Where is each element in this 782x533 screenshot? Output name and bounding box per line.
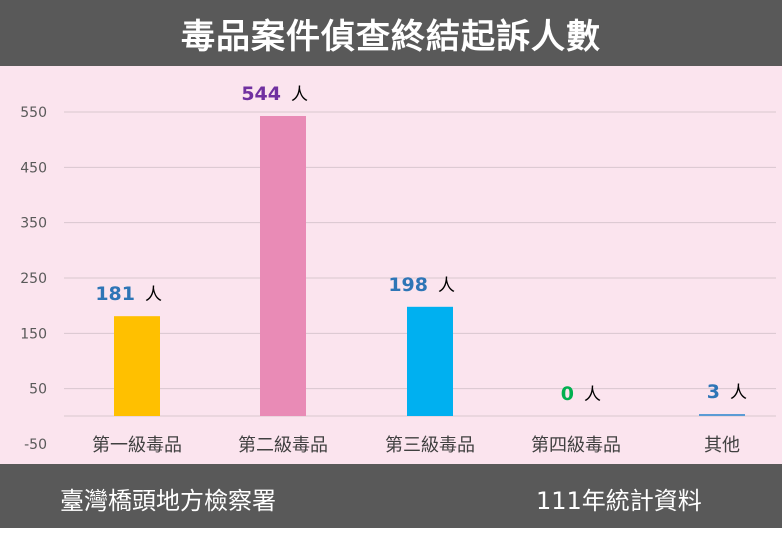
data-label-value: 544	[241, 83, 281, 105]
data-label-unit: 人	[145, 285, 162, 305]
y-tick-label: 550	[20, 105, 47, 121]
data-label-value: 198	[388, 274, 428, 296]
data-label-unit: 人	[438, 276, 455, 296]
y-axis-ticks: -50 50 150 250 350 450 550	[20, 105, 47, 453]
y-tick-label: 150	[20, 326, 47, 342]
data-label-value: 3	[707, 381, 720, 403]
y-tick-label: 350	[20, 216, 47, 232]
y-tick-label: 50	[29, 382, 47, 398]
data-label-value: 181	[95, 283, 135, 305]
source-banner: 臺灣橋頭地方檢察署 111年統計資料	[0, 464, 782, 528]
bar	[114, 316, 160, 416]
statistics-year-note: 111年統計資料	[536, 487, 702, 515]
bars	[114, 116, 745, 416]
bar	[699, 414, 745, 416]
x-axis-ticks: 第一級毒品 第二級毒品 第三級毒品 第四級毒品 其他	[92, 435, 740, 456]
data-label-value: 0	[561, 383, 574, 405]
bar	[407, 306, 453, 416]
data-label-unit: 人	[730, 383, 747, 403]
data-label-unit: 人	[291, 85, 308, 105]
x-tick-label: 第一級毒品	[92, 435, 182, 456]
x-tick-label: 第二級毒品	[238, 435, 328, 456]
y-tick-label: 250	[20, 271, 47, 287]
x-tick-label: 第四級毒品	[531, 435, 621, 456]
source-agency: 臺灣橋頭地方檢察署	[60, 487, 276, 515]
grid-lines	[64, 111, 776, 417]
data-label-unit: 人	[584, 385, 601, 405]
x-tick-label: 其他	[704, 435, 740, 456]
y-tick-label: 450	[20, 160, 47, 176]
y-tick-label: -50	[24, 437, 47, 453]
chart-title-banner: 毒品案件偵查終結起訴人數	[0, 0, 782, 66]
x-tick-label: 第三級毒品	[385, 435, 475, 456]
bar	[260, 116, 306, 416]
chart-title: 毒品案件偵查終結起訴人數	[181, 16, 601, 57]
